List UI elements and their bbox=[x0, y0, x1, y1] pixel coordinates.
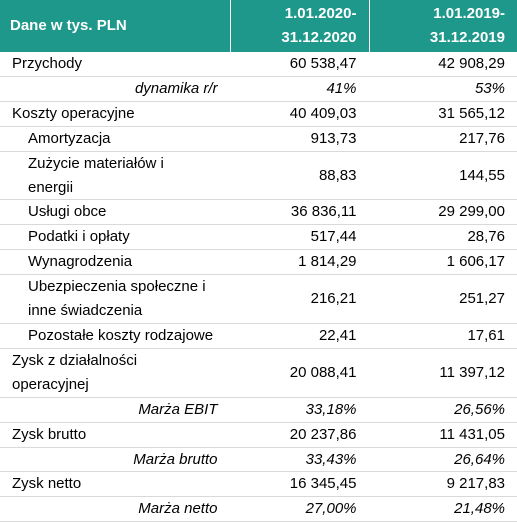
row-label: Pozostałe koszty rodzajowe bbox=[0, 323, 230, 349]
value-2019: 11 431,05 bbox=[368, 422, 517, 448]
value-2020: 88,83 bbox=[229, 151, 369, 201]
row-label-line: Zysk netto bbox=[12, 475, 82, 493]
value-2020: 16 345,45 bbox=[229, 471, 369, 498]
value-2020: 36 836,11 bbox=[229, 199, 369, 226]
row-label: Przychody bbox=[0, 52, 230, 77]
header-period-2020: 1.01.2020- 31.12.2020 bbox=[229, 0, 369, 52]
row-label-line: Amortyzacja bbox=[28, 129, 111, 147]
table-body: Przychody 60 538,47 42 908,29 dynamika r/r 4… bbox=[0, 52, 517, 522]
row-label: Marża EBIT bbox=[0, 397, 230, 423]
value-2019: 1 606,17 bbox=[368, 249, 517, 276]
value-2020: 517,44 bbox=[229, 224, 369, 251]
table-row: Marża EBIT 33,18% 26,56% bbox=[0, 397, 517, 423]
header-period-2019: 1.01.2019- 31.12.2019 bbox=[368, 0, 517, 52]
value-2019: 29 299,00 bbox=[368, 199, 517, 226]
value-2020: 913,73 bbox=[229, 126, 369, 152]
table-row: Zysk z działalności operacyjnej 20 088,41 1… bbox=[0, 348, 517, 398]
row-label: Podatki i opłaty bbox=[0, 224, 230, 251]
table-row: Zysk netto 16 345,45 9 217,83 bbox=[0, 471, 517, 498]
header-period-2020-start: 1.01.2020- bbox=[284, 5, 357, 22]
value-2020: 33,43% bbox=[229, 447, 369, 473]
value-2020: 33,18% bbox=[229, 397, 369, 423]
table-row: Marża brutto 33,43% 26,64% bbox=[0, 447, 517, 473]
table-row: Pozostałe koszty rodzajowe 22,41 17,61 bbox=[0, 323, 517, 349]
header-period-2019-end: 31.12.2019 bbox=[429, 29, 505, 46]
table-row: Wynagrodzenia 1 814,29 1 606,17 bbox=[0, 249, 517, 276]
table-row: Ubezpieczenia społeczne i inne świadczeni… bbox=[0, 274, 517, 324]
value-2019: 144,55 bbox=[368, 151, 517, 201]
value-2019: 53% bbox=[368, 76, 517, 102]
row-label-line: Podatki i opłaty bbox=[28, 228, 130, 246]
value-2019: 9 217,83 bbox=[368, 471, 517, 498]
row-label-line: energii bbox=[28, 178, 74, 196]
table-row: Zużycie materiałów i energii 88,83 144,55 bbox=[0, 151, 517, 201]
value-2019: 251,27 bbox=[368, 274, 517, 324]
row-label: dynamika r/r bbox=[0, 76, 230, 102]
value-2020: 1 814,29 bbox=[229, 249, 369, 276]
value-2019: 31 565,12 bbox=[368, 101, 517, 127]
value-2020: 216,21 bbox=[229, 274, 369, 324]
table-row: Podatki i opłaty 517,44 28,76 bbox=[0, 224, 517, 251]
row-label-line: Zysk z działalności bbox=[12, 351, 138, 369]
row-label: Ubezpieczenia społeczne i inne świadczeni… bbox=[0, 274, 230, 324]
table-row: dynamika r/r 41% 53% bbox=[0, 76, 517, 102]
value-2020: 27,00% bbox=[229, 496, 369, 522]
row-label-line: Marża EBIT bbox=[138, 400, 218, 418]
table-row: Marża netto 27,00% 21,48% bbox=[0, 496, 517, 522]
row-label: Zysk netto bbox=[0, 471, 230, 498]
row-label-line: operacyjnej bbox=[12, 375, 89, 393]
row-label-line: Zużycie materiałów i bbox=[28, 154, 164, 172]
value-2020: 41% bbox=[229, 76, 369, 102]
row-label: Zużycie materiałów i energii bbox=[0, 151, 230, 201]
row-label-line: Ubezpieczenia społeczne i bbox=[28, 278, 206, 296]
value-2020: 20 237,86 bbox=[229, 422, 369, 448]
table-row: Usługi obce 36 836,11 29 299,00 bbox=[0, 199, 517, 226]
row-label: Marża netto bbox=[0, 496, 230, 522]
row-label-line: Wynagrodzenia bbox=[28, 253, 133, 271]
value-2019: 217,76 bbox=[368, 126, 517, 152]
value-2019: 21,48% bbox=[368, 496, 517, 522]
header-period-2019-start: 1.01.2019- bbox=[433, 5, 505, 22]
row-label: Usługi obce bbox=[0, 199, 230, 226]
row-label: Zysk brutto bbox=[0, 422, 230, 448]
row-label: Marża brutto bbox=[0, 447, 230, 473]
value-2019: 17,61 bbox=[368, 323, 517, 349]
row-label-line: dynamika r/r bbox=[134, 79, 218, 97]
row-label-line: Marża netto bbox=[138, 500, 218, 518]
table-header: Dane w tys. PLN 1.01.2020- 31.12.2020 1.… bbox=[0, 0, 517, 52]
row-label: Zysk z działalności operacyjnej bbox=[0, 348, 230, 398]
table-row: Zysk brutto 20 237,86 11 431,05 bbox=[0, 422, 517, 448]
row-label-line: Marża brutto bbox=[133, 450, 218, 468]
value-2019: 26,64% bbox=[368, 447, 517, 473]
value-2019: 11 397,12 bbox=[368, 348, 517, 398]
value-2019: 26,56% bbox=[368, 397, 517, 423]
value-2019: 42 908,29 bbox=[368, 52, 517, 77]
table-row: Amortyzacja 913,73 217,76 bbox=[0, 126, 517, 152]
row-label-line: Przychody bbox=[12, 55, 83, 72]
row-label: Wynagrodzenia bbox=[0, 249, 230, 276]
row-label-line: Pozostałe koszty rodzajowe bbox=[28, 326, 214, 344]
value-2019: 28,76 bbox=[368, 224, 517, 251]
row-label-line: Usługi obce bbox=[28, 203, 107, 221]
table-row: Przychody 60 538,47 42 908,29 bbox=[0, 52, 517, 77]
value-2020: 20 088,41 bbox=[229, 348, 369, 398]
value-2020: 40 409,03 bbox=[229, 101, 369, 127]
value-2020: 22,41 bbox=[229, 323, 369, 349]
table-row: Koszty operacyjne 40 409,03 31 565,12 bbox=[0, 101, 517, 127]
row-label-line: inne świadczenia bbox=[28, 302, 143, 320]
value-2020: 60 538,47 bbox=[229, 52, 369, 77]
header-label: Dane w tys. PLN bbox=[0, 0, 230, 52]
header-period-2020-end: 31.12.2020 bbox=[281, 29, 357, 46]
row-label-line: Zysk brutto bbox=[12, 425, 87, 443]
row-label: Koszty operacyjne bbox=[0, 101, 230, 127]
row-label-line: Koszty operacyjne bbox=[12, 104, 135, 122]
row-label: Amortyzacja bbox=[0, 126, 230, 152]
